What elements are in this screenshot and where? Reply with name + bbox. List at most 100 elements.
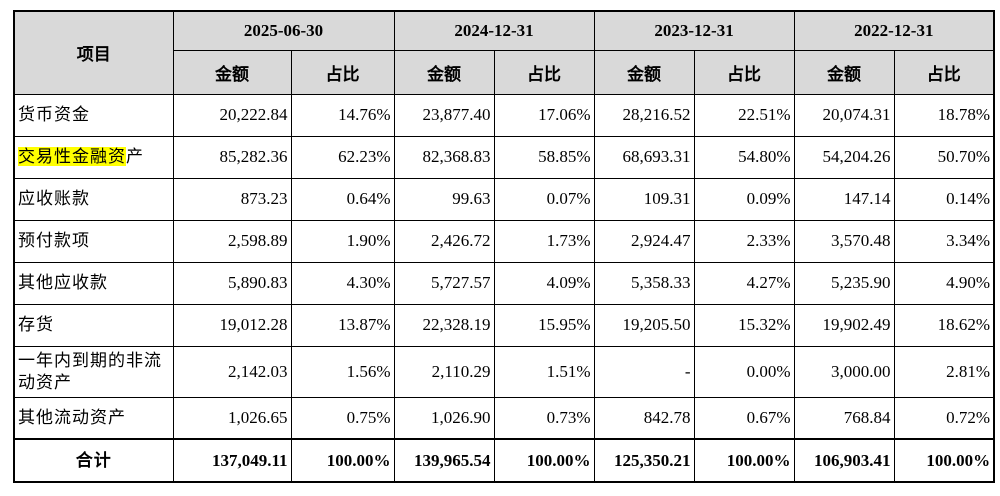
header-row: 项目 2025-06-30 2024-12-31 2023-12-31 2022-12-… <box>13 10 995 95</box>
total-row: 合计 137,049.11 100.00% 139,965.54 100.00% 125,… <box>13 438 995 483</box>
cell: 139,965.54 <box>393 438 495 483</box>
cell: 22.51% <box>693 93 795 137</box>
sub-header: 金额 <box>593 49 695 95</box>
row-label: 应收账款 <box>13 177 174 221</box>
sub-header: 占比 <box>290 49 395 95</box>
cell: 15.95% <box>493 303 595 347</box>
cell: 99.63 <box>393 177 495 221</box>
cell: 85,282.36 <box>172 135 292 179</box>
data-row: 一年内到期的非流动资产 2,142.03 1.56% 2,110.29 1.51% -0.… <box>13 345 995 398</box>
cell: 17.06% <box>493 93 595 137</box>
data-row: 其他应收款 5,890.83 4.30% 5,727.57 4.09% 5,358.33 4… <box>13 261 995 305</box>
cell: 1.73% <box>493 219 595 263</box>
row-label: 合计 <box>13 438 174 483</box>
row-label-text: 产 <box>126 147 144 166</box>
cell: 5,890.83 <box>172 261 292 305</box>
cell: 19,012.28 <box>172 303 292 347</box>
cell: 3.34% <box>893 219 995 263</box>
sub-header: 金额 <box>172 49 292 95</box>
cell: 58.85% <box>493 135 595 179</box>
data-row: 货币资金 20,222.84 14.76% 23,877.40 17.06% 28,216… <box>13 93 995 137</box>
cell: 4.30% <box>290 261 395 305</box>
cell: 0.72% <box>893 396 995 440</box>
cell: 0.64% <box>290 177 395 221</box>
cell: 2.33% <box>693 219 795 263</box>
row-label: 交易性金融资产 <box>13 135 174 179</box>
cell: 0.67% <box>693 396 795 440</box>
cell: 18.62% <box>893 303 995 347</box>
cell: 0.75% <box>290 396 395 440</box>
row-label: 货币资金 <box>13 93 174 137</box>
cell: 2,110.29 <box>393 345 495 398</box>
cell: 19,902.49 <box>793 303 895 347</box>
cell: 4.09% <box>493 261 595 305</box>
cell: 4.90% <box>893 261 995 305</box>
item-header: 项目 <box>13 10 174 95</box>
cell: 2,142.03 <box>172 345 292 398</box>
cell: 125,350.21 <box>593 438 695 483</box>
cell: 768.84 <box>793 396 895 440</box>
cell: 19,205.50 <box>593 303 695 347</box>
cell: 2.81% <box>893 345 995 398</box>
cell: 3,570.48 <box>793 219 895 263</box>
period-header: 2025-06-30 <box>172 10 395 51</box>
cell: 2,598.89 <box>172 219 292 263</box>
cell: 15.32% <box>693 303 795 347</box>
row-label: 其他流动资产 <box>13 396 174 440</box>
cell: 109.31 <box>593 177 695 221</box>
cell: 54,204.26 <box>793 135 895 179</box>
row-label: 存货 <box>13 303 174 347</box>
cell: 68,693.31 <box>593 135 695 179</box>
asset-table: 项目 2025-06-30 2024-12-31 2023-12-31 2022-12-… <box>13 10 996 483</box>
cell: 1.56% <box>290 345 395 398</box>
cell: 100.00% <box>893 438 995 483</box>
period-header: 2024-12-31 <box>393 10 595 51</box>
cell: 18.78% <box>893 93 995 137</box>
cell: 5,727.57 <box>393 261 495 305</box>
data-row: 其他流动资产 1,026.65 0.75% 1,026.90 0.73% 842.78 0.… <box>13 396 995 440</box>
cell: 5,358.33 <box>593 261 695 305</box>
row-label: 预付款项 <box>13 219 174 263</box>
cell: 1.51% <box>493 345 595 398</box>
highlighted-text: 交易性金融资 <box>18 147 126 166</box>
cell: 20,222.84 <box>172 93 292 137</box>
cell: 842.78 <box>593 396 695 440</box>
cell: - <box>593 345 695 398</box>
cell: 28,216.52 <box>593 93 695 137</box>
cell: 1,026.65 <box>172 396 292 440</box>
data-row: 预付款项 2,598.89 1.90% 2,426.72 1.73% 2,924.47 2.… <box>13 219 995 263</box>
cell: 0.09% <box>693 177 795 221</box>
cell: 1.90% <box>290 219 395 263</box>
cell: 54.80% <box>693 135 795 179</box>
cell: 4.27% <box>693 261 795 305</box>
cell: 0.00% <box>693 345 795 398</box>
cell: 62.23% <box>290 135 395 179</box>
data-row: 应收账款 873.23 0.64% 99.63 0.07% 109.31 0.09% 147.… <box>13 177 995 221</box>
cell: 14.76% <box>290 93 395 137</box>
cell: 50.70% <box>893 135 995 179</box>
cell: 23,877.40 <box>393 93 495 137</box>
cell: 2,924.47 <box>593 219 695 263</box>
cell: 82,368.83 <box>393 135 495 179</box>
data-row: 存货 19,012.28 13.87% 22,328.19 15.95% 19,205.5… <box>13 303 995 347</box>
cell: 2,426.72 <box>393 219 495 263</box>
row-label: 一年内到期的非流动资产 <box>13 345 174 398</box>
cell: 100.00% <box>290 438 395 483</box>
period-header: 2023-12-31 <box>593 10 795 51</box>
cell: 137,049.11 <box>172 438 292 483</box>
cell: 0.07% <box>493 177 595 221</box>
cell: 1,026.90 <box>393 396 495 440</box>
table-header: 项目 2025-06-30 2024-12-31 2023-12-31 2022-12-… <box>13 10 995 95</box>
cell: 0.73% <box>493 396 595 440</box>
row-label: 其他应收款 <box>13 261 174 305</box>
cell: 13.87% <box>290 303 395 347</box>
cell: 5,235.90 <box>793 261 895 305</box>
period-header: 2022-12-31 <box>793 10 995 51</box>
cell: 22,328.19 <box>393 303 495 347</box>
table-body: 货币资金 20,222.84 14.76% 23,877.40 17.06% 28,216… <box>13 93 995 483</box>
data-row: 交易性金融资产 85,282.36 62.23% 82,368.83 58.85% 68,… <box>13 135 995 179</box>
cell: 3,000.00 <box>793 345 895 398</box>
header-row: 金额 占比 金额 占比 金额 占比 金额 占比 <box>14 49 995 95</box>
sub-header: 金额 <box>393 49 495 95</box>
